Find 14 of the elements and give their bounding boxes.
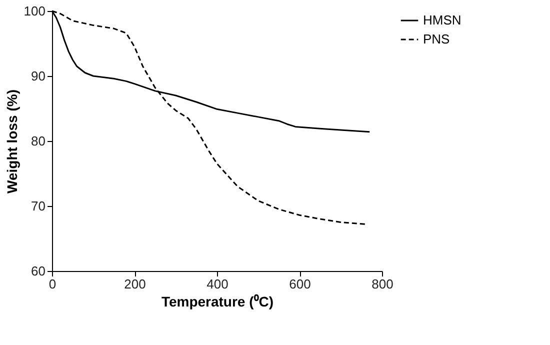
legend-label: HMSN — [423, 12, 462, 28]
x-tick-label: 600 — [289, 276, 311, 292]
x-tick-label: 800 — [372, 276, 394, 292]
x-tick-label: 200 — [124, 276, 146, 292]
legend-label: PNS — [423, 32, 450, 46]
y-tick-label: 80 — [31, 134, 46, 148]
y-tick-label: 70 — [31, 198, 46, 214]
x-tick-label: 0 — [48, 276, 56, 292]
x-tick-label: 400 — [206, 276, 228, 292]
y-axis-title: Weight loss (%) — [4, 90, 20, 194]
x-axis-title: Temperature (⁰C) — [161, 294, 274, 310]
y-tick-label: 90 — [31, 68, 46, 84]
y-tick-label: 100 — [24, 4, 46, 18]
y-tick-label: 60 — [31, 264, 46, 278]
